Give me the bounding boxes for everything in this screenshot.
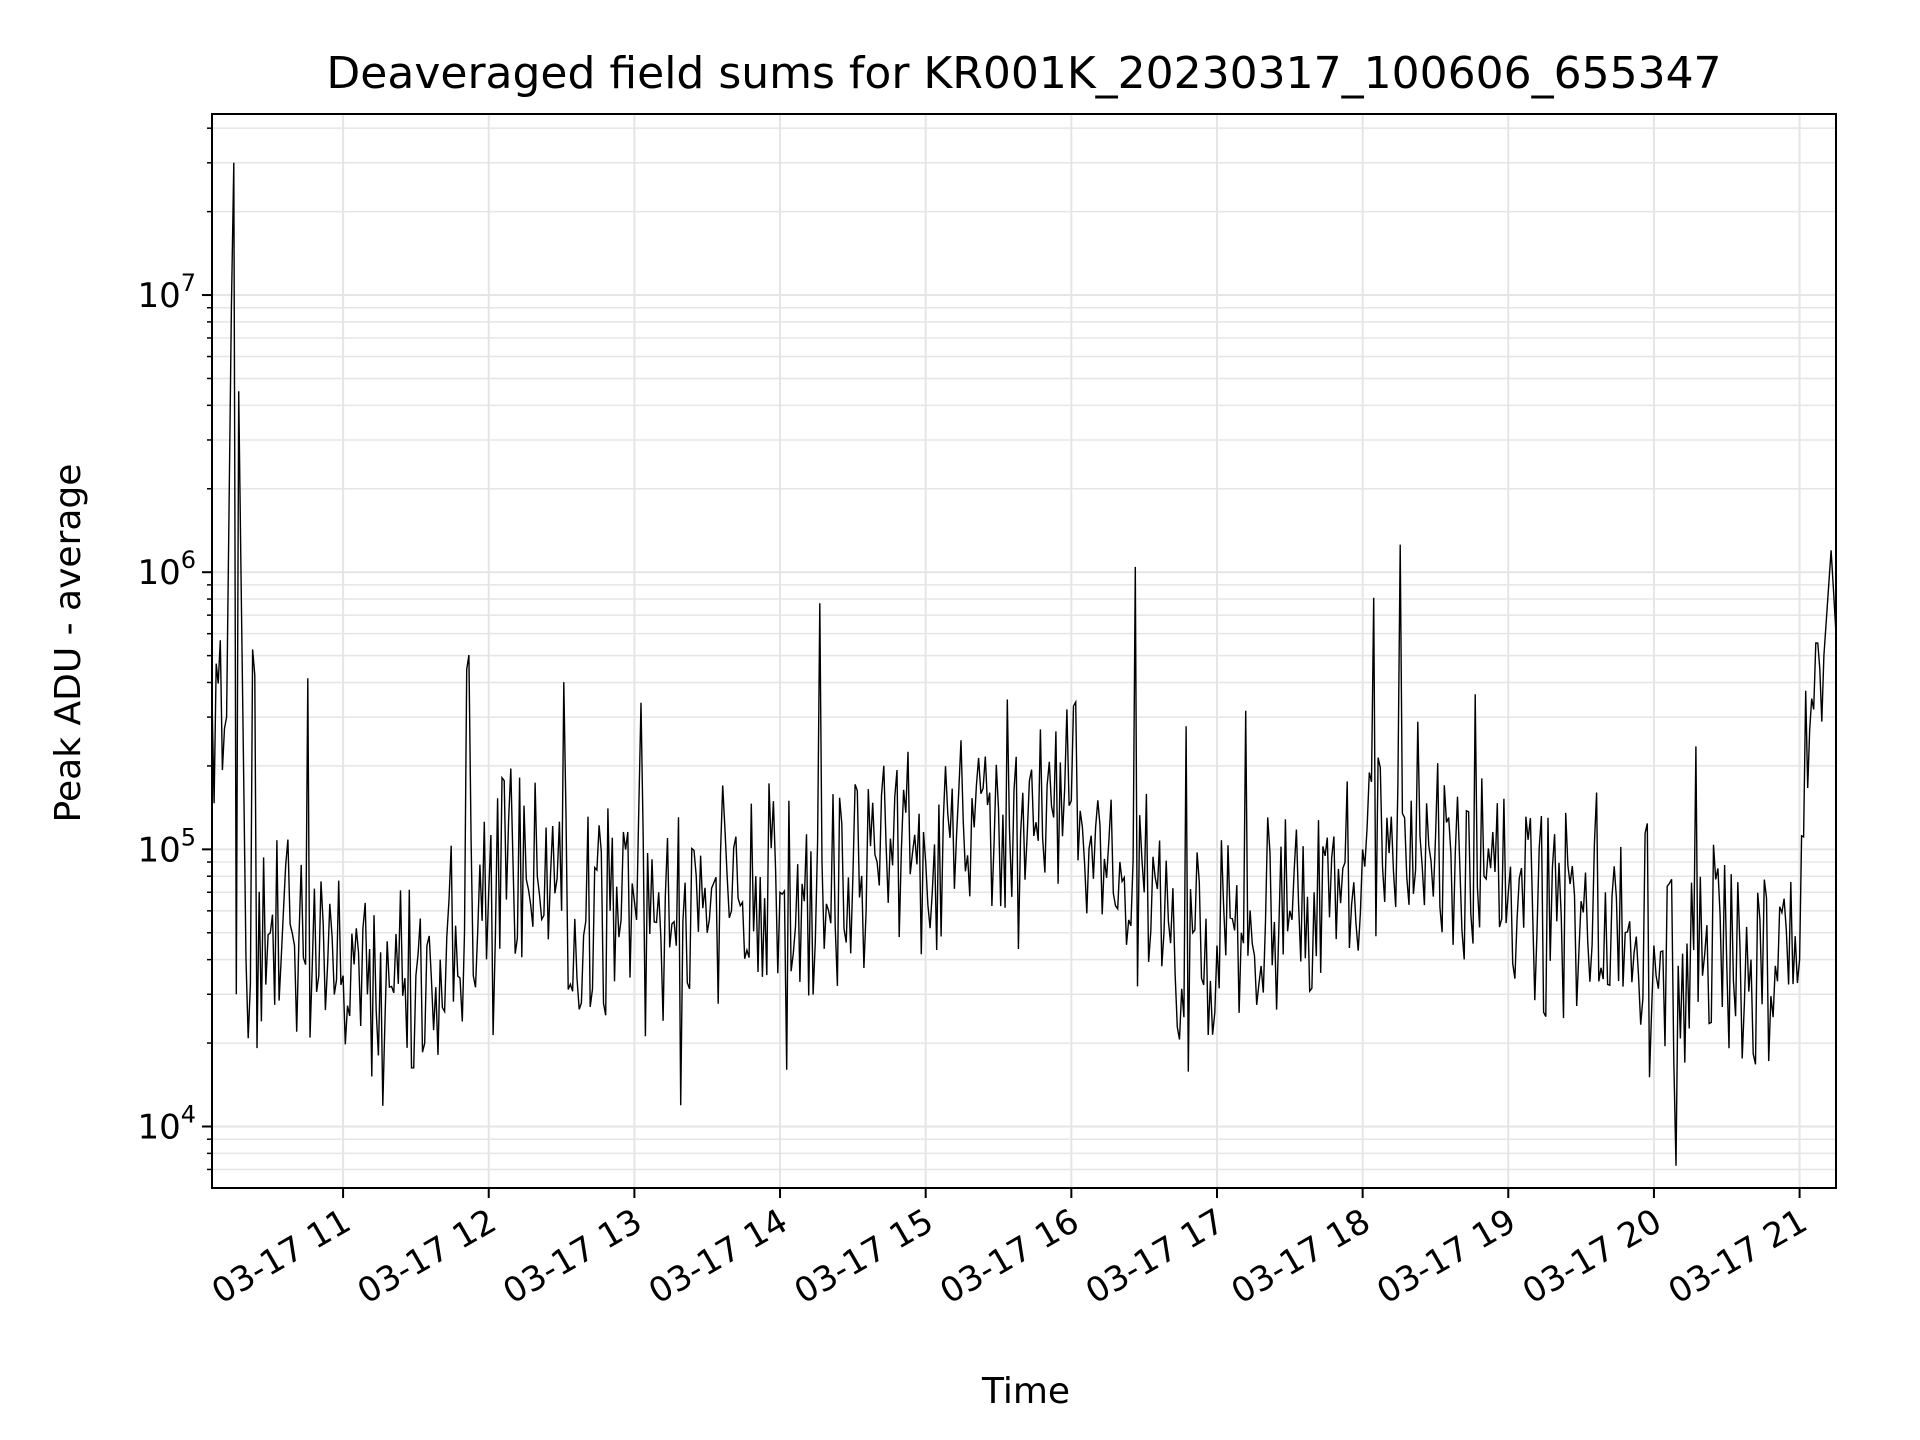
x-axis-title: Time	[981, 1371, 1070, 1412]
series-line	[211, 162, 1837, 1166]
y-axis-title: Peak ADU - average	[48, 464, 89, 823]
axes-frame	[211, 113, 1837, 1189]
y-tick-label: 106	[137, 546, 196, 593]
chart-title: Deaveraged field sums for KR001K_2023031…	[326, 48, 1721, 99]
y-tick-label: 107	[137, 269, 196, 316]
y-tick-label: 105	[137, 823, 196, 870]
y-tick-label: 104	[137, 1101, 196, 1148]
series-group	[211, 162, 1837, 1166]
